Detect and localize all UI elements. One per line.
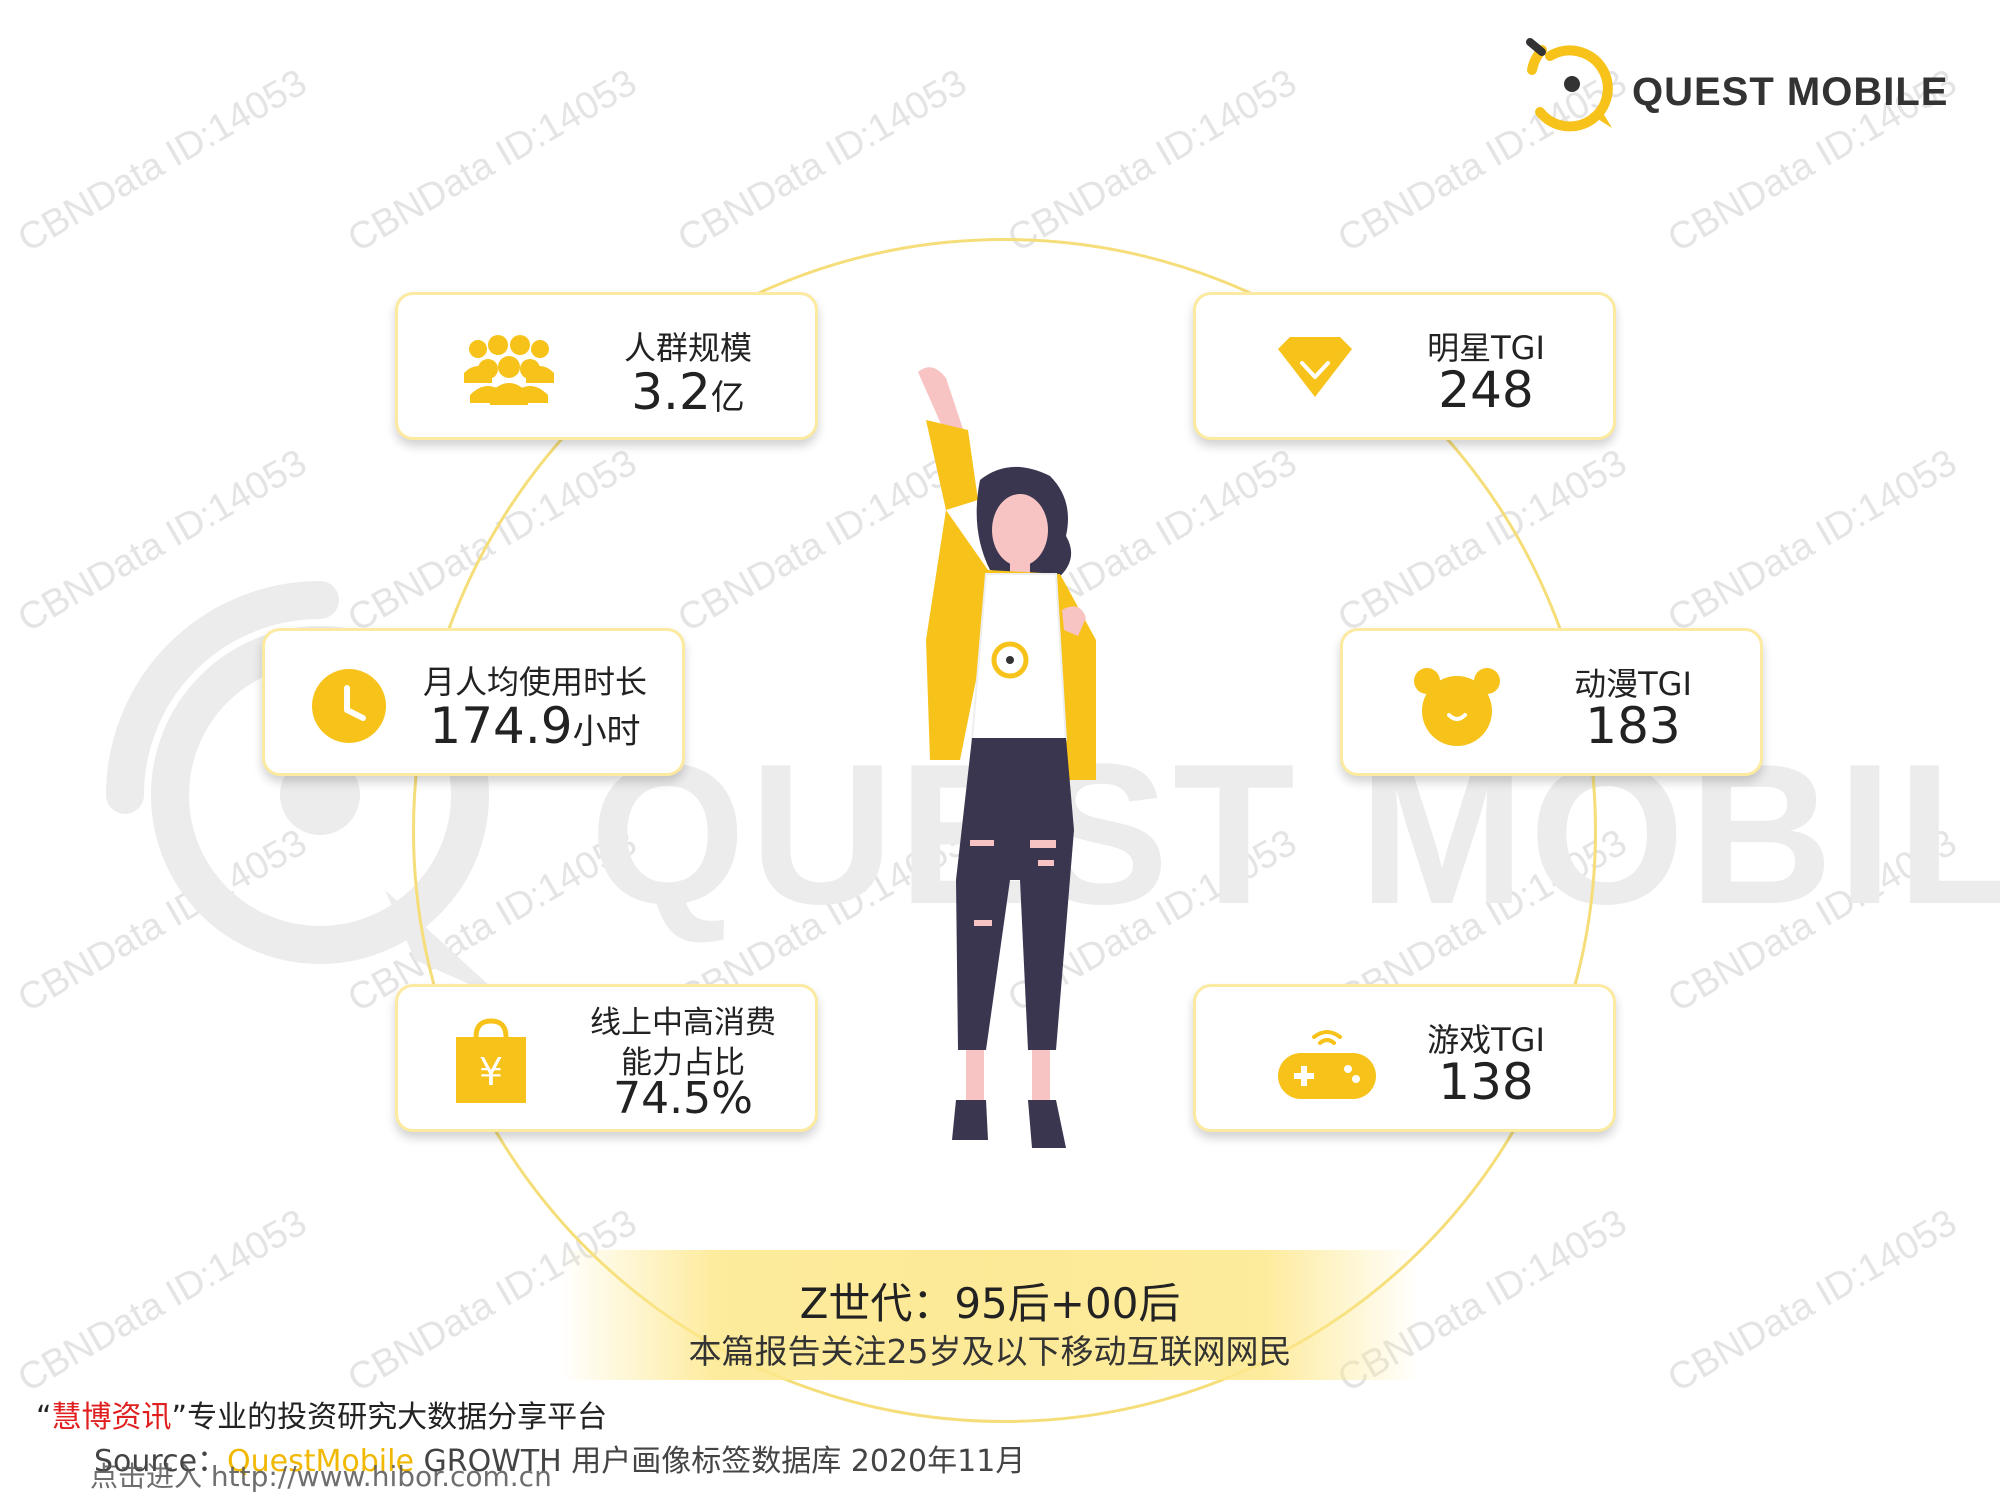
banner-title: Z世代：95后+00后 [799, 1279, 1181, 1328]
watermark-text: CBNData ID:14053 [11, 61, 314, 261]
diamond-icon [1278, 337, 1352, 397]
watermark-text: CBNData ID:14053 [671, 61, 974, 261]
watermark-text: CBNData ID:14053 [1661, 441, 1964, 641]
banner-subtitle: 本篇报告关注25岁及以下移动互联网网民 [688, 1332, 1292, 1371]
watermark-text: CBNData ID:14053 [1001, 61, 1304, 261]
card-label: 动漫TGI [1574, 665, 1692, 703]
card-value: 248 [1438, 361, 1534, 419]
watermark-text: CBNData ID:14053 [1661, 1201, 1964, 1401]
source-brand: QuestMobile [227, 1444, 414, 1479]
promo-quote-open: “ [36, 1400, 52, 1435]
card-label: 月人均使用时长 [422, 663, 647, 701]
watermark-text: CBNData ID:14053 [11, 1201, 314, 1401]
footer-link[interactable]: 点击进入 http://www.hibor.com.cn [90, 1460, 552, 1493]
card-usage-time: 月人均使用时长 174.9小时 [262, 628, 685, 776]
bear-icon [1414, 668, 1500, 746]
card-spending: ¥ 线上中高消费 能力占比 74.5% [395, 984, 818, 1132]
promo-text: 专业的投资研究大数据分享平台 [187, 1400, 608, 1435]
card-value: 138 [1438, 1053, 1534, 1111]
card-label-line1: 线上中高消费 [590, 1005, 776, 1041]
source-prefix: Source： [94, 1444, 228, 1479]
card-label: 人群规模 [623, 329, 752, 367]
shopping-bag-yuan-icon: ¥ [456, 1018, 526, 1103]
source-text: GROWTH 用户画像标签数据库 2020年11月 [413, 1444, 1026, 1479]
card-value: 183 [1585, 697, 1681, 755]
gamepad-icon [1278, 1030, 1376, 1099]
card-value: 74.5% [613, 1073, 753, 1124]
card-population: 人群规模 3.2亿 [395, 292, 818, 440]
card-label: 明星TGI [1427, 329, 1545, 367]
promo-quote-close: ” [171, 1400, 188, 1435]
card-anime: 动漫TGI 183 [1340, 628, 1763, 776]
summary-banner: Z世代：95后+00后 本篇报告关注25岁及以下移动互联网网民 [560, 1250, 1420, 1380]
card-unit: 小时 [572, 712, 641, 752]
card-value: 174.9小时 [429, 697, 641, 755]
watermark-text: CBNData ID:14053 [341, 61, 644, 261]
decorative-ring [412, 238, 1597, 1423]
promo-brand: 慧博资讯 [51, 1400, 172, 1435]
card-unit: 亿 [710, 378, 745, 418]
logo-text: QUEST MOBILE [1632, 70, 1949, 114]
people-group-icon [464, 335, 554, 405]
card-label-line2: 能力占比 [621, 1045, 745, 1081]
svg-text:¥: ¥ [479, 1050, 503, 1094]
card-celebrity: 明星TGI 248 [1193, 292, 1616, 440]
card-label: 游戏TGI [1427, 1021, 1545, 1059]
footer-source: Source：QuestMobile GROWTH 用户画像标签数据库 2020… [94, 1436, 1025, 1480]
footer-promo: “慧博资讯”专业的投资研究大数据分享平台 [36, 1392, 607, 1436]
woman-illustration [918, 367, 1096, 1148]
questmobile-logo-icon [1526, 38, 1613, 132]
card-value: 3.2亿 [631, 363, 745, 421]
card-game: 游戏TGI 138 [1193, 984, 1616, 1132]
clock-icon [312, 669, 386, 743]
